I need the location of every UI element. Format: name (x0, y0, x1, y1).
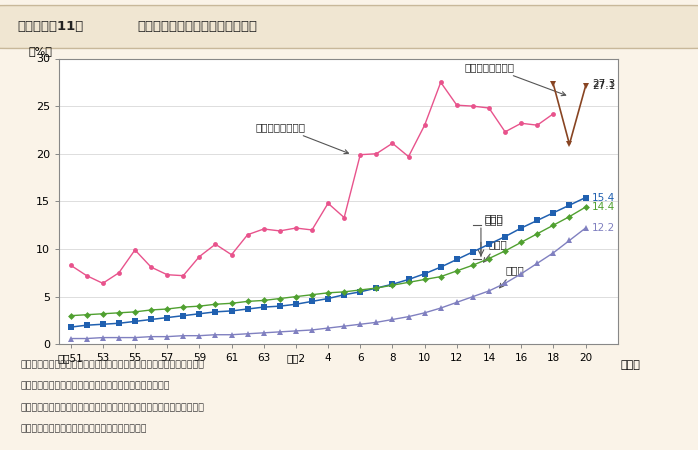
Text: 15.4: 15.4 (592, 193, 615, 202)
Text: （年）: （年） (621, 360, 640, 370)
Text: 12.2: 12.2 (592, 223, 615, 233)
Text: 新司法試験合格者: 新司法試験合格者 (465, 62, 565, 96)
Text: 27.3: 27.3 (592, 79, 615, 89)
Text: 第１－１－11図: 第１－１－11図 (17, 21, 84, 33)
Text: 旧司法試験合格者: 旧司法試験合格者 (255, 122, 348, 154)
Text: （%）: （%） (29, 45, 52, 56)
Text: ４．司法試験合格者は各年度のデータ。: ４．司法試験合格者は各年度のデータ。 (21, 425, 147, 434)
Text: 裁判官: 裁判官 (484, 216, 503, 225)
Text: 弁護士: 弁護士 (484, 239, 507, 262)
Text: ３．検察官，司法試験合格者については法務省資料より作成。: ３．検察官，司法試験合格者については法務省資料より作成。 (21, 403, 205, 412)
Text: 14.4: 14.4 (592, 202, 615, 212)
Text: ２．裁判官については最高裁判所資料より作成。: ２．裁判官については最高裁判所資料より作成。 (21, 382, 170, 391)
Text: 司法分野における女性割合の推移: 司法分野における女性割合の推移 (137, 21, 257, 33)
Text: 検察官: 検察官 (500, 265, 524, 288)
Text: 27.1: 27.1 (592, 81, 615, 91)
Text: （備考）１．弁護士については日本弁護士連合会事務局資料より作成。: （備考）１．弁護士については日本弁護士連合会事務局資料より作成。 (21, 360, 205, 369)
Text: 裁判官: 裁判官 (484, 213, 503, 224)
FancyBboxPatch shape (0, 5, 698, 49)
